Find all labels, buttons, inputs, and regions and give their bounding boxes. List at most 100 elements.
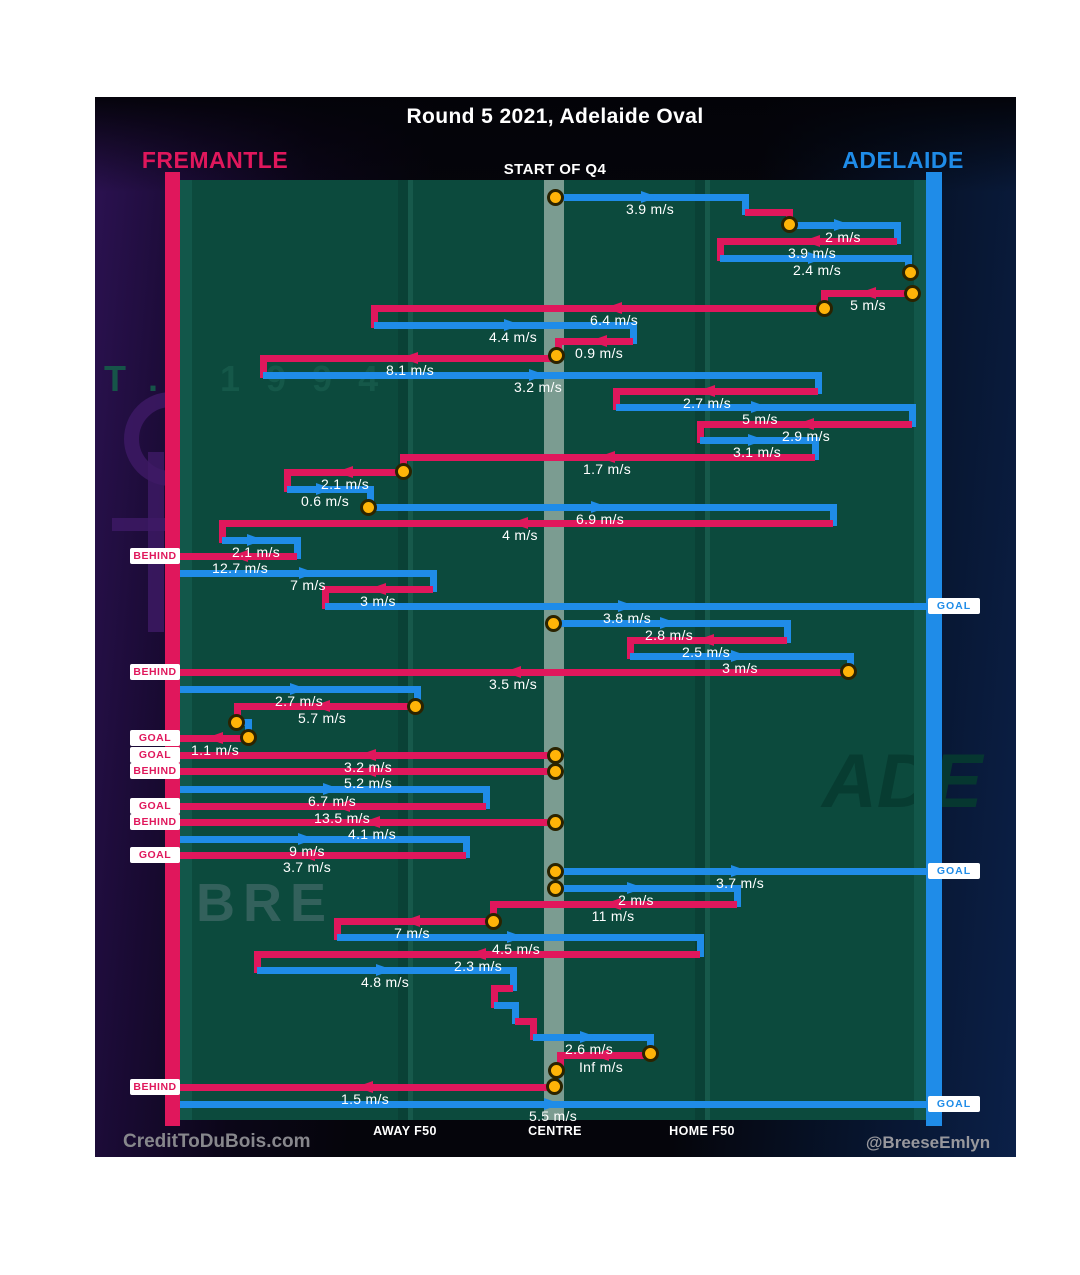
chain-connector	[510, 967, 517, 991]
arrowhead-right-icon	[591, 501, 608, 513]
chain-connector	[812, 437, 819, 460]
score-badge-adelaide-goal: GOAL	[928, 598, 980, 614]
score-badge-fremantle-goal: GOAL	[130, 730, 180, 746]
est-1994-watermark: T. 1994	[104, 358, 405, 399]
score-badge-fremantle-behind: BEHIND	[130, 814, 180, 830]
chain-connector	[491, 985, 498, 1008]
chain-connector	[530, 1018, 537, 1040]
goal-line-fremantle	[165, 172, 180, 1126]
arrowhead-left-icon	[356, 1081, 373, 1093]
arrowhead-right-icon	[834, 219, 851, 231]
possession-dot	[780, 215, 798, 233]
speed-label: 3.9 m/s	[787, 245, 837, 261]
speed-label: 3.5 m/s	[488, 676, 538, 692]
chain-connector	[371, 305, 378, 328]
arrowhead-left-icon	[359, 765, 376, 777]
arrowhead-right-icon	[290, 683, 307, 695]
possession-dot	[406, 697, 424, 715]
arrowhead-left-icon	[511, 517, 528, 529]
arrowhead-right-icon	[731, 650, 748, 662]
possession-dot	[546, 762, 564, 780]
disposal-adelaide	[180, 836, 466, 843]
chain-connector	[234, 703, 241, 722]
score-badge-fremantle-goal: GOAL	[130, 747, 180, 763]
disposal-adelaide	[374, 322, 633, 329]
speed-label: 4.4 m/s	[488, 329, 538, 345]
field-end-band-0	[180, 180, 192, 1120]
possession-dot	[839, 662, 857, 680]
disposal-fremantle	[616, 388, 818, 395]
possession-dot	[545, 1077, 563, 1095]
adelaide-logo-watermark: ADE	[822, 739, 983, 824]
arrowhead-left-icon	[504, 666, 521, 678]
possession-dot	[484, 912, 502, 930]
chart-title: Round 5 2021, Adelaide Oval	[406, 105, 704, 128]
arrowhead-left-icon	[359, 749, 376, 761]
speed-label: 3.2 m/s	[343, 759, 393, 775]
chain-connector	[557, 1052, 564, 1070]
possession-dot	[546, 813, 564, 831]
speed-label: 3 m/s	[360, 593, 396, 609]
f50-line-dark-2	[695, 180, 705, 1120]
speed-label: 2.1 m/s	[231, 544, 281, 560]
chain-connector	[219, 520, 226, 543]
speed-label: 11 m/s	[591, 908, 635, 924]
speed-label: 3.1 m/s	[732, 444, 782, 460]
arrowhead-left-icon	[698, 385, 715, 397]
field-end-band-1	[914, 180, 926, 1120]
possession-dot	[547, 346, 565, 364]
possession-dot	[239, 728, 257, 746]
possession-dot	[546, 188, 564, 206]
arrowhead-left-icon	[206, 732, 223, 744]
chain-connector	[815, 372, 822, 394]
speed-label: 2.8 m/s	[644, 627, 694, 643]
score-badge-fremantle-behind: BEHIND	[130, 1079, 180, 1095]
arrowhead-right-icon	[507, 931, 524, 943]
arrowhead-left-icon	[605, 302, 622, 314]
chain-connector	[322, 586, 329, 609]
arrowhead-left-icon	[697, 634, 714, 646]
chain-connector	[613, 388, 620, 410]
chain-connector	[909, 404, 916, 427]
chain-connector	[254, 951, 261, 973]
arrowhead-left-icon	[369, 583, 386, 595]
possession-dot	[359, 498, 377, 516]
score-badge-adelaide-goal: GOAL	[928, 1096, 980, 1112]
arrowhead-left-icon	[797, 418, 814, 430]
speed-label: Inf m/s	[578, 1059, 624, 1075]
arrowhead-right-icon	[751, 401, 768, 413]
chain-connector	[894, 222, 901, 244]
arrowhead-left-icon	[336, 466, 353, 478]
speed-label: 3.9 m/s	[625, 201, 675, 217]
chain-connector	[647, 1034, 654, 1053]
possession-dot	[227, 713, 245, 731]
score-badge-fremantle-behind: BEHIND	[130, 548, 180, 564]
chain-connector	[483, 786, 490, 809]
speed-label: 4.8 m/s	[360, 974, 410, 990]
home-team-name: ADELAIDE	[842, 147, 964, 173]
speed-label: 2.3 m/s	[453, 958, 503, 974]
period-label: START OF Q4	[503, 161, 607, 178]
arrowhead-left-icon	[313, 700, 330, 712]
speed-label: 3.8 m/s	[602, 610, 652, 626]
disposal-fremantle	[745, 209, 789, 216]
score-badge-fremantle-goal: GOAL	[130, 798, 180, 814]
arrowhead-left-icon	[333, 800, 350, 812]
speed-label: 3.7 m/s	[282, 859, 332, 875]
away-team-name: FREMANTLE	[141, 147, 289, 173]
speed-label: 3 m/s	[722, 660, 758, 676]
arrowhead-left-icon	[469, 948, 486, 960]
arrowhead-left-icon	[363, 816, 380, 828]
speed-label: 13.5 m/s	[313, 810, 371, 826]
chain-connector	[430, 570, 437, 592]
speed-label: 2.1 m/s	[320, 476, 370, 492]
score-badge-fremantle-goal: GOAL	[130, 847, 180, 863]
axis-away-f50: AWAY F50	[373, 1124, 437, 1138]
arrowhead-right-icon	[660, 617, 677, 629]
speed-label: 5 m/s	[742, 411, 778, 427]
speed-label: 9 m/s	[289, 843, 325, 859]
speed-label: 7 m/s	[394, 925, 430, 941]
disposal-fremantle	[494, 985, 513, 992]
arrowhead-right-icon	[504, 319, 521, 331]
arrowhead-right-icon	[298, 833, 315, 845]
